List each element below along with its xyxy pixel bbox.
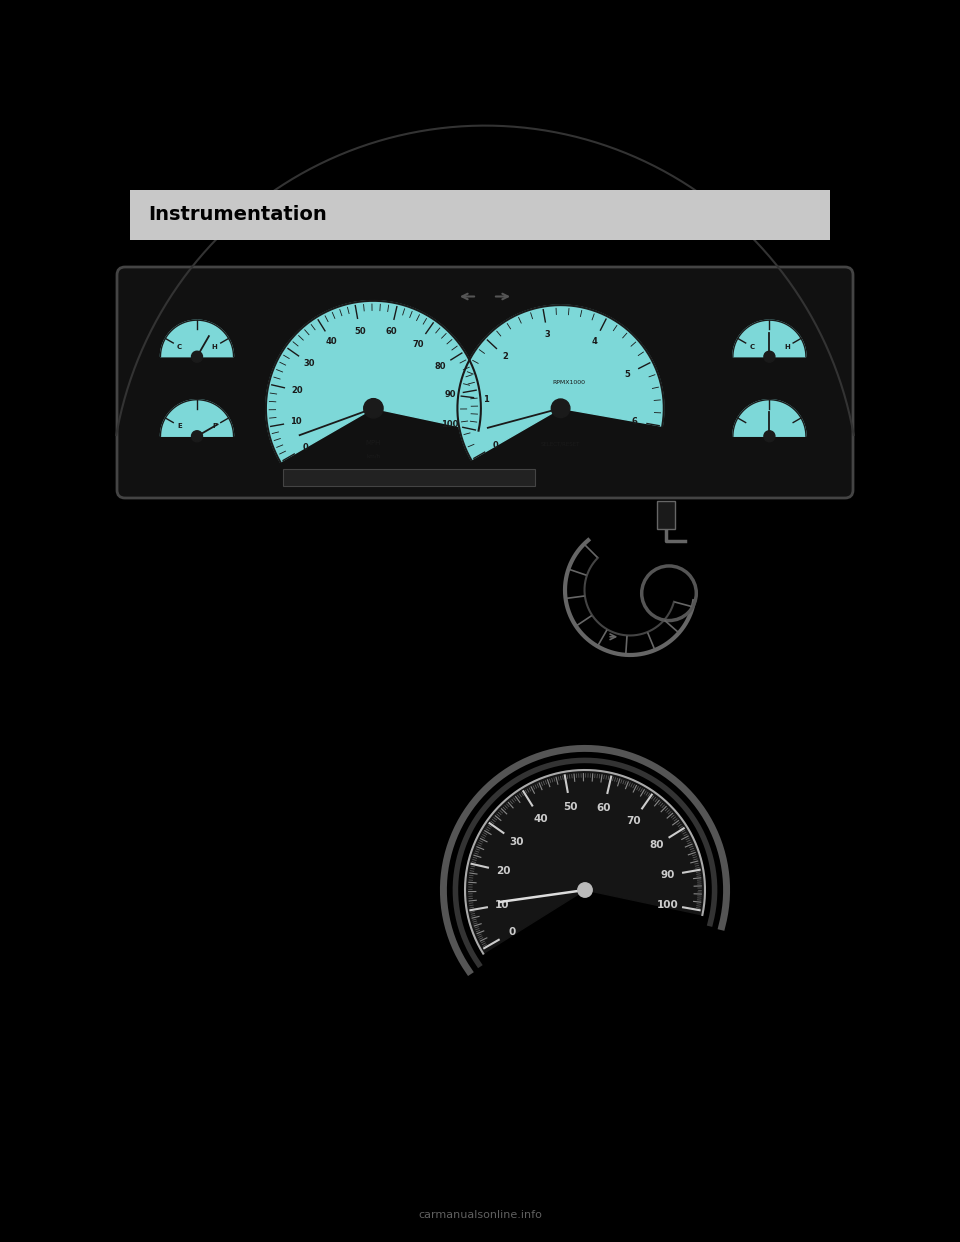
Text: 30: 30	[303, 359, 315, 368]
FancyBboxPatch shape	[117, 267, 853, 498]
Text: 70: 70	[626, 816, 640, 826]
Text: H: H	[211, 344, 217, 350]
Text: 60: 60	[597, 804, 612, 814]
Circle shape	[764, 431, 775, 442]
Circle shape	[364, 399, 383, 419]
Text: 20: 20	[496, 866, 511, 876]
Text: Instrumentation: Instrumentation	[148, 205, 326, 225]
Text: F: F	[212, 424, 217, 430]
Text: carmanualsonline.info: carmanualsonline.info	[418, 1210, 542, 1220]
Polygon shape	[732, 320, 806, 356]
Text: 100: 100	[657, 899, 679, 909]
Text: 2: 2	[503, 353, 509, 361]
Text: 0: 0	[509, 927, 516, 936]
Circle shape	[551, 399, 570, 417]
Text: MPH: MPH	[366, 440, 381, 446]
Text: 0: 0	[492, 441, 498, 451]
Text: 90: 90	[444, 390, 456, 399]
Text: RPMX1000: RPMX1000	[552, 380, 586, 385]
Bar	[283, 468, 536, 486]
Text: 80: 80	[434, 363, 445, 371]
Polygon shape	[266, 301, 481, 462]
Circle shape	[764, 351, 775, 363]
Text: E: E	[178, 424, 182, 430]
Text: 50: 50	[564, 802, 578, 812]
Text: 10: 10	[495, 899, 510, 909]
Text: 6: 6	[632, 417, 637, 426]
Text: 60: 60	[385, 328, 396, 337]
Text: 80: 80	[649, 841, 663, 851]
Text: 0: 0	[302, 443, 308, 452]
Polygon shape	[732, 400, 806, 436]
Text: C: C	[750, 344, 755, 350]
Polygon shape	[160, 320, 233, 356]
Text: 40: 40	[533, 814, 548, 823]
Text: 100: 100	[442, 420, 459, 430]
Text: 4: 4	[592, 337, 598, 345]
Text: km/h: km/h	[367, 453, 380, 458]
Bar	[130, 190, 830, 240]
Text: 30: 30	[509, 837, 523, 847]
Polygon shape	[160, 400, 233, 436]
Polygon shape	[457, 306, 663, 460]
Text: 40: 40	[326, 338, 338, 347]
Text: 10: 10	[290, 417, 302, 426]
Circle shape	[578, 883, 592, 897]
Circle shape	[191, 431, 203, 442]
Circle shape	[191, 351, 203, 363]
Text: 50: 50	[354, 327, 366, 335]
Text: 5: 5	[625, 370, 631, 379]
Text: 3: 3	[544, 329, 550, 339]
Text: 1: 1	[483, 395, 489, 404]
Text: 20: 20	[291, 386, 302, 395]
Text: 90: 90	[660, 871, 675, 881]
Text: H: H	[784, 344, 790, 350]
Polygon shape	[465, 770, 705, 954]
Text: C: C	[177, 344, 182, 350]
Text: SELECT/RESET: SELECT/RESET	[540, 442, 580, 447]
Text: 70: 70	[413, 339, 424, 349]
Bar	[657, 502, 675, 529]
